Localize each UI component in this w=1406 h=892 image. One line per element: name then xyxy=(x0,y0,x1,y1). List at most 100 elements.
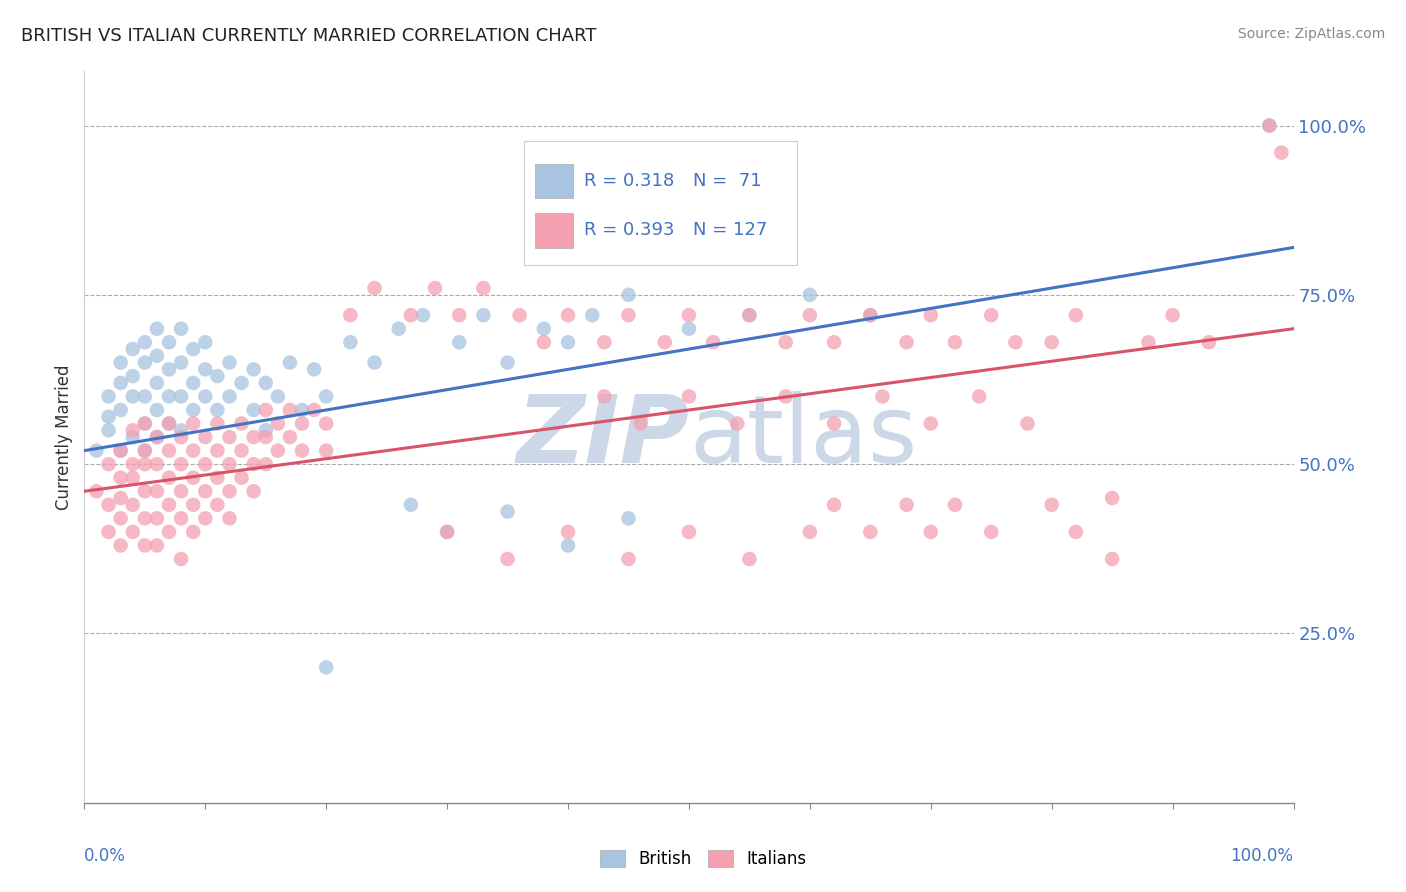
Point xyxy=(121,369,143,384)
Point xyxy=(436,524,458,539)
Point xyxy=(207,403,229,417)
Point xyxy=(194,389,217,403)
Point xyxy=(775,389,797,403)
Text: atlas: atlas xyxy=(689,391,917,483)
Point xyxy=(738,552,761,566)
Point xyxy=(157,389,180,403)
Point xyxy=(146,538,169,552)
Point xyxy=(134,335,156,350)
Point xyxy=(738,308,761,322)
Point xyxy=(896,498,918,512)
Point xyxy=(702,335,724,350)
Point xyxy=(157,524,180,539)
Point xyxy=(242,457,264,471)
Point xyxy=(302,362,325,376)
Point xyxy=(399,498,422,512)
Point xyxy=(110,376,132,390)
Point xyxy=(823,498,845,512)
Point xyxy=(121,471,143,485)
Point xyxy=(315,389,337,403)
Point xyxy=(557,538,579,552)
Text: ZIP: ZIP xyxy=(516,391,689,483)
Point xyxy=(146,349,169,363)
Point xyxy=(121,524,143,539)
Point xyxy=(110,511,132,525)
Point xyxy=(1101,552,1123,566)
Point xyxy=(1064,308,1087,322)
Point xyxy=(134,443,156,458)
Point xyxy=(194,484,217,499)
Point xyxy=(617,511,640,525)
Point xyxy=(157,498,180,512)
Point xyxy=(823,417,845,431)
Point xyxy=(242,362,264,376)
Point xyxy=(943,498,966,512)
Text: 100.0%: 100.0% xyxy=(1230,847,1294,864)
Point xyxy=(146,484,169,499)
Point xyxy=(533,322,555,336)
Point xyxy=(110,403,132,417)
Point xyxy=(157,443,180,458)
Point xyxy=(617,308,640,322)
Point xyxy=(1270,145,1292,160)
Point xyxy=(278,355,301,369)
Point xyxy=(412,308,434,322)
Point xyxy=(302,403,325,417)
Point xyxy=(872,389,894,403)
Point xyxy=(533,335,555,350)
Point xyxy=(97,409,120,424)
Point xyxy=(1101,491,1123,505)
Point xyxy=(134,417,156,431)
Point xyxy=(557,524,579,539)
Point xyxy=(146,511,169,525)
Point xyxy=(121,389,143,403)
Point xyxy=(146,430,169,444)
Point xyxy=(557,335,579,350)
Point xyxy=(218,511,240,525)
Text: R = 0.318: R = 0.318 xyxy=(585,172,675,190)
Point xyxy=(315,660,337,674)
Point xyxy=(157,471,180,485)
Point xyxy=(121,498,143,512)
Point xyxy=(170,322,193,336)
Point xyxy=(134,443,156,458)
Point xyxy=(775,335,797,350)
Point xyxy=(678,389,700,403)
Point xyxy=(194,430,217,444)
Point xyxy=(146,376,169,390)
Point xyxy=(134,457,156,471)
Point xyxy=(97,498,120,512)
Point xyxy=(110,443,132,458)
Point xyxy=(231,443,253,458)
Point xyxy=(97,524,120,539)
Point xyxy=(339,335,361,350)
Point xyxy=(920,524,942,539)
Point xyxy=(134,538,156,552)
Point xyxy=(1017,417,1039,431)
Point xyxy=(181,342,204,356)
Point xyxy=(920,417,942,431)
Point xyxy=(557,308,579,322)
Point xyxy=(97,423,120,437)
Point xyxy=(121,457,143,471)
Point xyxy=(134,417,156,431)
Point xyxy=(967,389,990,403)
Point xyxy=(267,417,290,431)
Point xyxy=(121,342,143,356)
Point xyxy=(254,430,277,444)
Point xyxy=(472,281,495,295)
Point xyxy=(242,484,264,499)
Point xyxy=(110,471,132,485)
Point xyxy=(1258,119,1281,133)
Point xyxy=(146,457,169,471)
Point xyxy=(207,498,229,512)
Point xyxy=(859,308,882,322)
Point xyxy=(181,403,204,417)
Point xyxy=(363,281,385,295)
Point xyxy=(617,552,640,566)
Point xyxy=(449,335,471,350)
Point xyxy=(170,457,193,471)
Point xyxy=(291,443,314,458)
Point xyxy=(678,322,700,336)
Point xyxy=(1161,308,1184,322)
